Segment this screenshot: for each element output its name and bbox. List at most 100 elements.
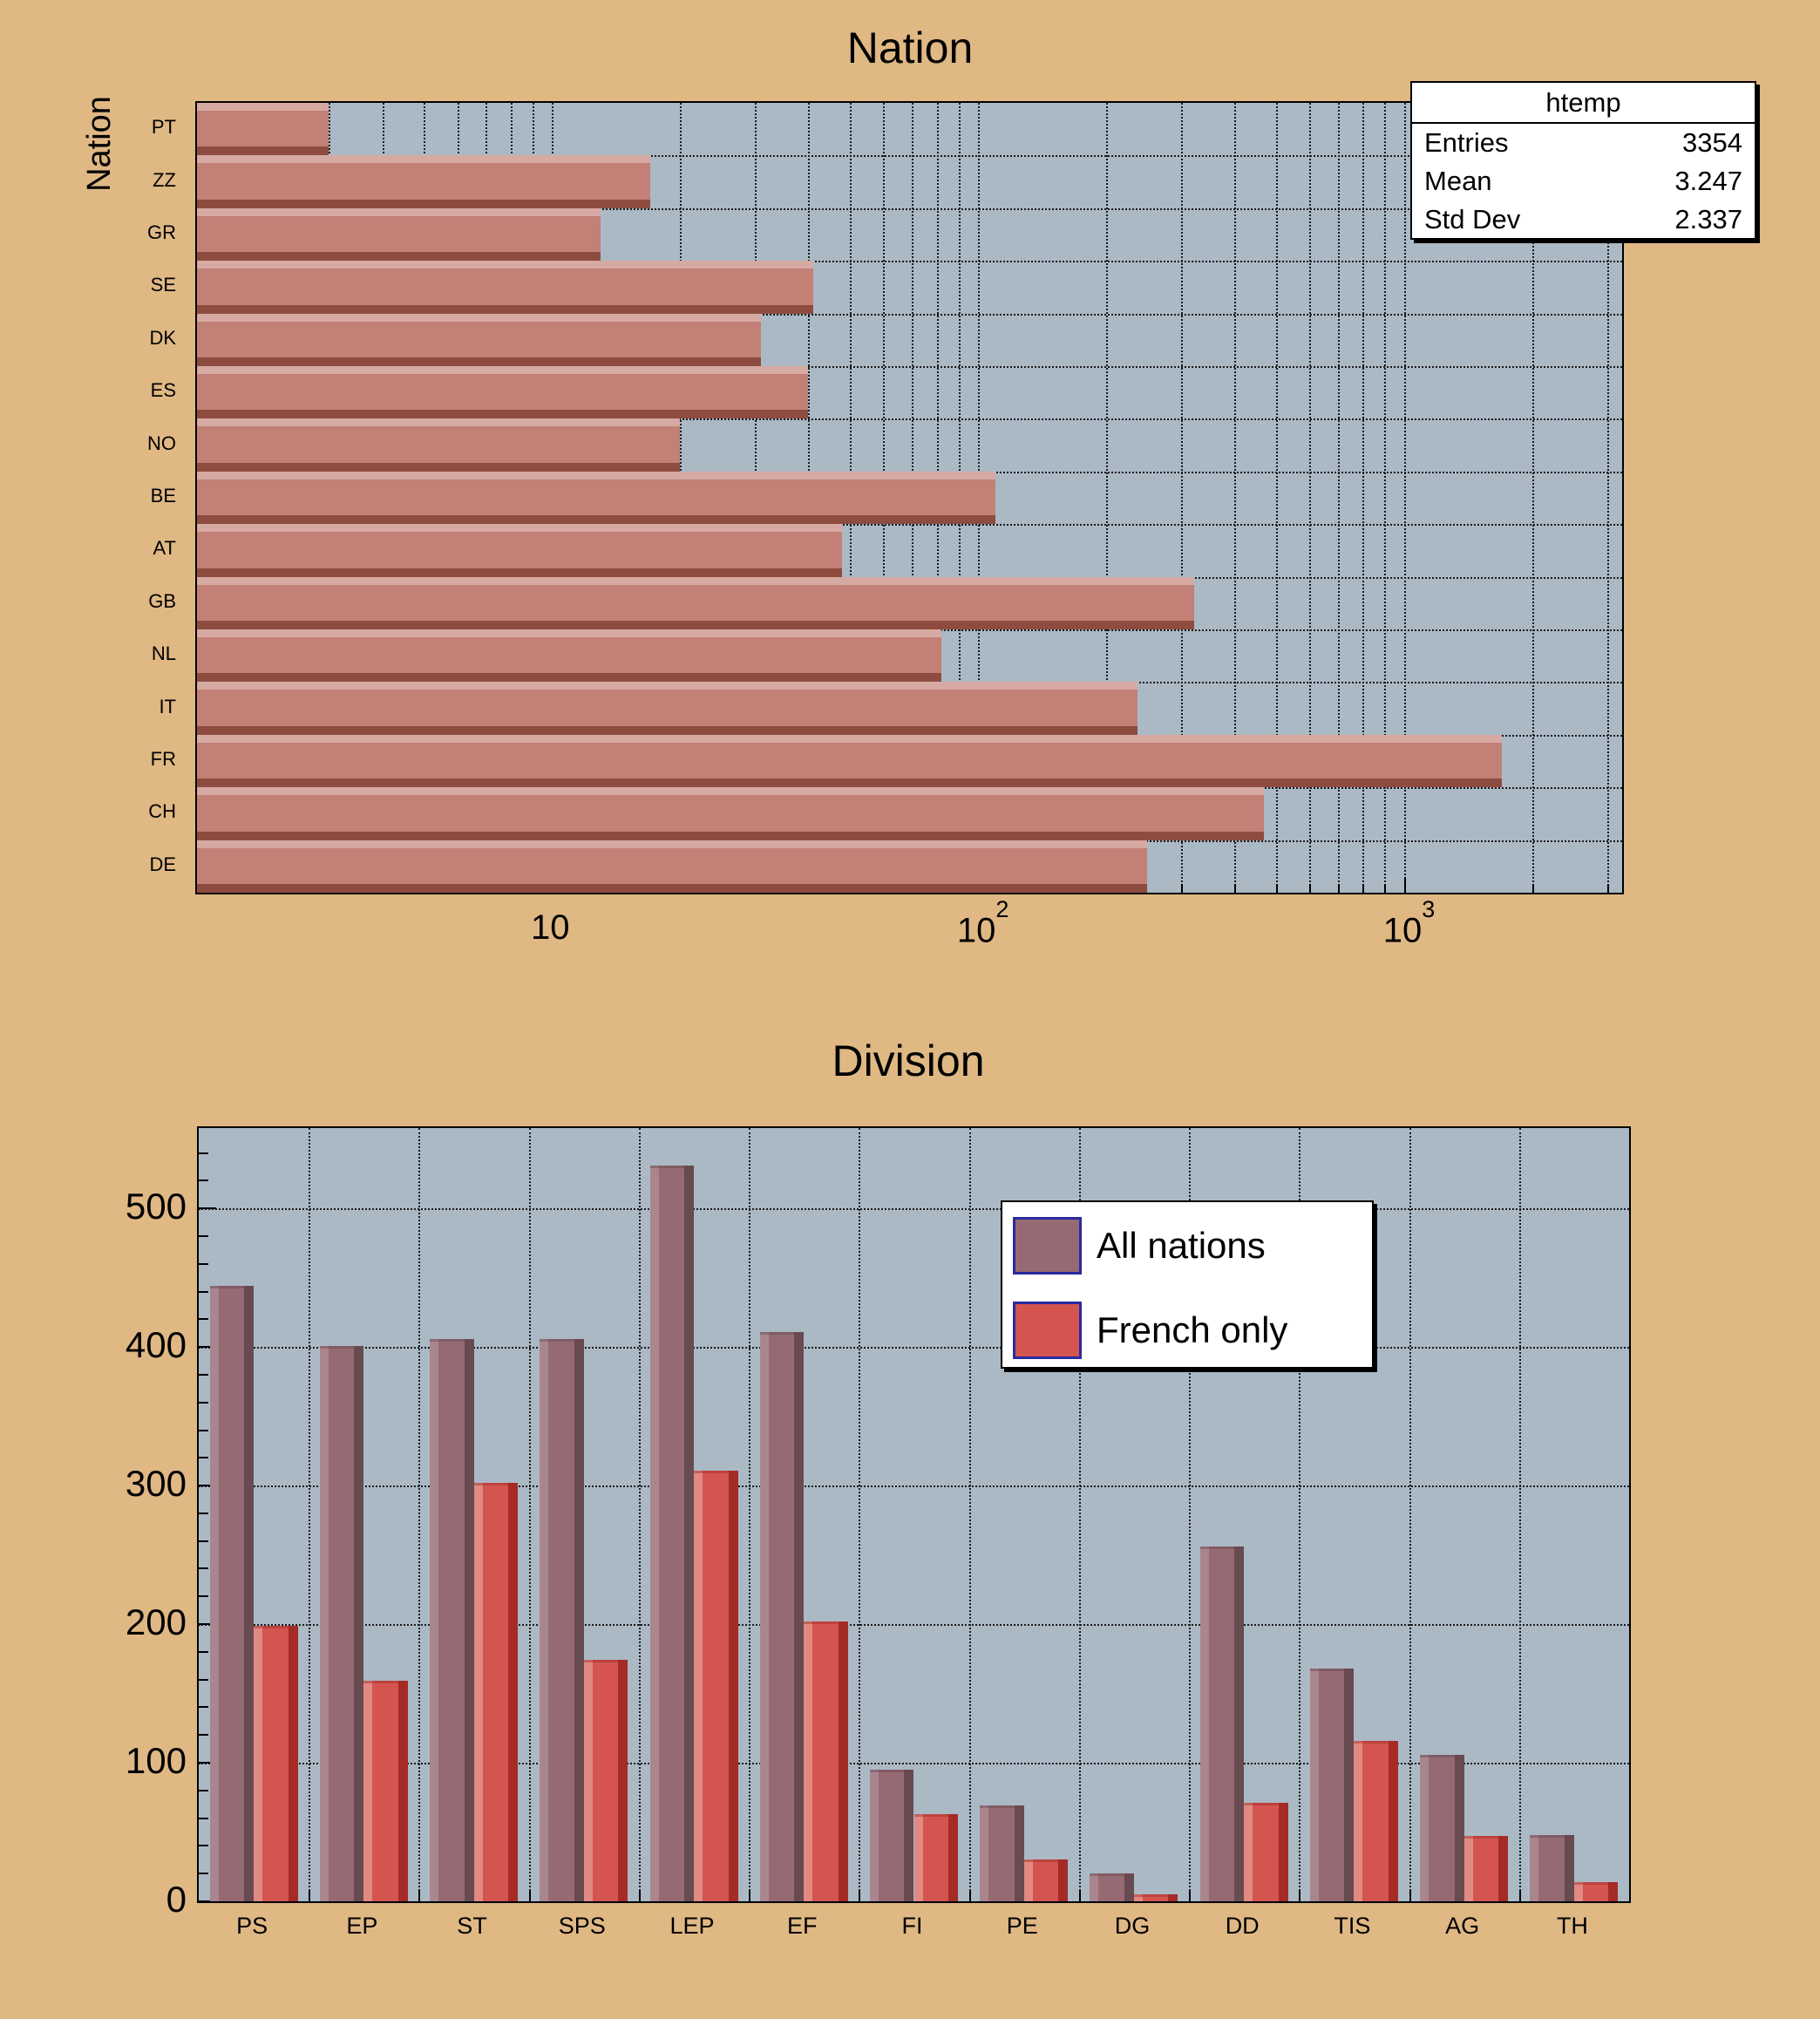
- nation-bar-highlight: [197, 155, 650, 164]
- division-bar-french-only: [1354, 1740, 1398, 1901]
- nation-bar: [197, 155, 650, 208]
- gridline-x: [859, 1128, 861, 1901]
- bar-highlight: [1530, 1834, 1539, 1901]
- bar-top-edge: [870, 1769, 914, 1772]
- division-bar-all-nations: [1420, 1754, 1464, 1901]
- bar-shadow: [1608, 1881, 1619, 1901]
- gridline-y: [199, 1347, 1629, 1349]
- bar-highlight: [430, 1338, 439, 1901]
- y-minor-tick: [199, 1817, 208, 1819]
- division-bar-all-nations: [209, 1286, 255, 1901]
- nation-tick-label: SE: [150, 274, 176, 296]
- division-bar-all-nations: [430, 1338, 474, 1901]
- division-bar-all-nations: [1530, 1834, 1574, 1901]
- bar-top-edge: [254, 1625, 298, 1628]
- nation-bar: [197, 366, 809, 419]
- bar-highlight: [1463, 1836, 1473, 1901]
- division-bar-french-only: [1463, 1836, 1509, 1901]
- bar-highlight: [319, 1345, 329, 1901]
- division-category-label: EP: [346, 1913, 378, 1939]
- bar-shadow: [1278, 1803, 1288, 1901]
- bar-shadow: [1014, 1805, 1024, 1901]
- y-minor-tick: [199, 1706, 208, 1709]
- gridline-x: [1338, 103, 1341, 893]
- y-minor-tick: [199, 1845, 208, 1847]
- y-axis-tick-label: 200: [125, 1601, 187, 1643]
- stats-row: Entries 3354: [1412, 124, 1755, 162]
- legend-item-label: All nations: [1097, 1225, 1266, 1266]
- bar-top-edge: [649, 1165, 695, 1168]
- y-minor-tick: [199, 1179, 208, 1182]
- bar-top-edge: [694, 1470, 738, 1473]
- bar-top-edge: [1573, 1881, 1619, 1885]
- bar-highlight: [209, 1286, 219, 1901]
- division-category-label: TIS: [1334, 1913, 1371, 1939]
- division-bar-french-only: [694, 1470, 738, 1901]
- division-category-label: PE: [1006, 1913, 1038, 1939]
- bar-highlight: [540, 1338, 549, 1901]
- x-division-tick: [1299, 1891, 1301, 1901]
- nation-bar: [197, 840, 1148, 893]
- bar-shadow: [464, 1338, 474, 1901]
- x-division-tick: [749, 1891, 751, 1901]
- division-category-label: SPS: [558, 1913, 606, 1939]
- x-axis-tick-label: 10: [531, 910, 570, 945]
- y-minor-tick: [199, 1318, 208, 1321]
- division-bar-all-nations: [980, 1805, 1024, 1901]
- bar-shadow: [1234, 1547, 1245, 1901]
- x-tick-base: 10: [956, 911, 996, 950]
- gridline-x: [968, 1128, 971, 1901]
- gridline-y: [197, 261, 1622, 263]
- division-category-label: DD: [1225, 1913, 1260, 1939]
- bar-top-edge: [1023, 1859, 1069, 1863]
- bar-shadow: [1344, 1668, 1355, 1901]
- legend-swatch-all-nations: [1013, 1217, 1082, 1275]
- bar-shadow: [1454, 1754, 1464, 1901]
- bar-top-edge: [1420, 1754, 1464, 1757]
- division-bar-all-nations: [759, 1331, 805, 1901]
- bar-shadow: [904, 1769, 914, 1901]
- bar-top-edge: [209, 1286, 255, 1289]
- division-bar-all-nations: [1309, 1668, 1355, 1901]
- gridline-y: [199, 1208, 1629, 1211]
- bar-top-edge: [363, 1681, 408, 1684]
- division-bar-all-nations: [1090, 1873, 1134, 1901]
- division-bar-french-only: [583, 1660, 628, 1901]
- nation-tick-label: CH: [148, 800, 176, 823]
- x-minor-tick: [1384, 884, 1387, 893]
- bar-shadow: [244, 1286, 255, 1901]
- bar-highlight: [870, 1769, 879, 1901]
- stats-row: Std Dev 2.337: [1412, 201, 1755, 239]
- gridline-x: [1607, 103, 1609, 893]
- nation-tick-label: DK: [149, 326, 176, 349]
- bar-top-edge: [1090, 1873, 1134, 1877]
- division-bar-all-nations: [649, 1165, 695, 1901]
- division-bar-french-only: [254, 1625, 298, 1901]
- gridline-x: [1531, 103, 1534, 893]
- y-axis-tick-label: 500: [125, 1186, 187, 1227]
- y-major-tick: [199, 1485, 216, 1487]
- bar-highlight: [1420, 1754, 1430, 1901]
- nation-bar-highlight: [197, 471, 996, 479]
- y-minor-tick: [199, 1290, 208, 1293]
- gridline-x: [1409, 1128, 1411, 1901]
- nation-tick-label: NO: [147, 432, 176, 454]
- division-bar-french-only: [363, 1681, 408, 1901]
- gridline-x: [418, 1128, 421, 1901]
- y-major-tick: [199, 1623, 216, 1626]
- x-minor-tick: [1338, 884, 1341, 893]
- bar-top-edge: [1133, 1894, 1178, 1898]
- x-minor-tick: [1362, 884, 1365, 893]
- y-axis-tick-label: 300: [125, 1463, 187, 1505]
- x-division-tick: [1189, 1891, 1192, 1901]
- division-category-label: ST: [457, 1913, 487, 1939]
- nation-bar-shadow: [197, 146, 329, 156]
- nation-bar-shadow: [197, 304, 813, 314]
- nation-bar-highlight: [197, 840, 1148, 848]
- bar-top-edge: [1309, 1668, 1355, 1671]
- x-division-tick: [859, 1891, 861, 1901]
- gridline-x: [1362, 103, 1365, 893]
- bar-top-edge: [1530, 1834, 1574, 1838]
- y-axis-tick-label: 400: [125, 1324, 187, 1366]
